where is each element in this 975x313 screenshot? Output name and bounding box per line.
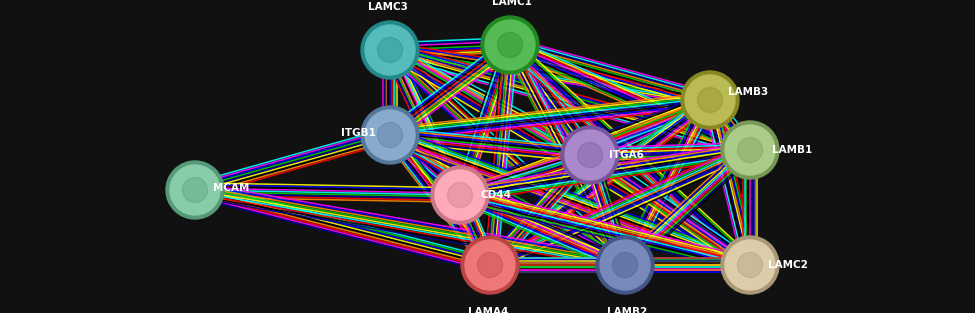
Text: MCAM: MCAM <box>213 183 250 193</box>
Circle shape <box>497 33 523 58</box>
Circle shape <box>365 110 415 160</box>
Circle shape <box>565 130 615 180</box>
Circle shape <box>435 170 485 220</box>
Text: LAMB3: LAMB3 <box>728 87 768 97</box>
Circle shape <box>612 253 638 278</box>
Circle shape <box>721 121 779 179</box>
Text: LAMC3: LAMC3 <box>369 2 408 12</box>
Circle shape <box>465 240 515 290</box>
Text: LAMC2: LAMC2 <box>768 260 808 270</box>
Circle shape <box>737 137 762 162</box>
Text: LAMC1: LAMC1 <box>492 0 532 7</box>
Circle shape <box>485 20 535 70</box>
Text: CD44: CD44 <box>481 190 512 200</box>
Text: LAMA4: LAMA4 <box>468 307 508 313</box>
Circle shape <box>725 240 775 290</box>
Circle shape <box>600 240 650 290</box>
Circle shape <box>725 125 775 175</box>
Circle shape <box>182 177 208 203</box>
Circle shape <box>685 75 735 125</box>
Circle shape <box>377 122 403 147</box>
Text: LAMB1: LAMB1 <box>772 145 812 155</box>
Circle shape <box>681 71 739 129</box>
Circle shape <box>596 236 654 294</box>
Circle shape <box>478 253 502 278</box>
Circle shape <box>481 16 539 74</box>
Circle shape <box>721 236 779 294</box>
Circle shape <box>448 182 473 208</box>
Circle shape <box>166 161 224 219</box>
Circle shape <box>361 106 419 164</box>
Text: ITGA6: ITGA6 <box>608 150 644 160</box>
Circle shape <box>577 142 603 167</box>
Circle shape <box>461 236 519 294</box>
Circle shape <box>561 126 619 184</box>
Circle shape <box>361 21 419 79</box>
Circle shape <box>431 166 489 224</box>
Circle shape <box>377 38 403 63</box>
Text: ITGB1: ITGB1 <box>340 128 375 138</box>
Text: LAMB2: LAMB2 <box>606 307 647 313</box>
Circle shape <box>697 88 722 112</box>
Circle shape <box>365 25 415 75</box>
Circle shape <box>737 253 762 278</box>
Circle shape <box>170 165 220 215</box>
